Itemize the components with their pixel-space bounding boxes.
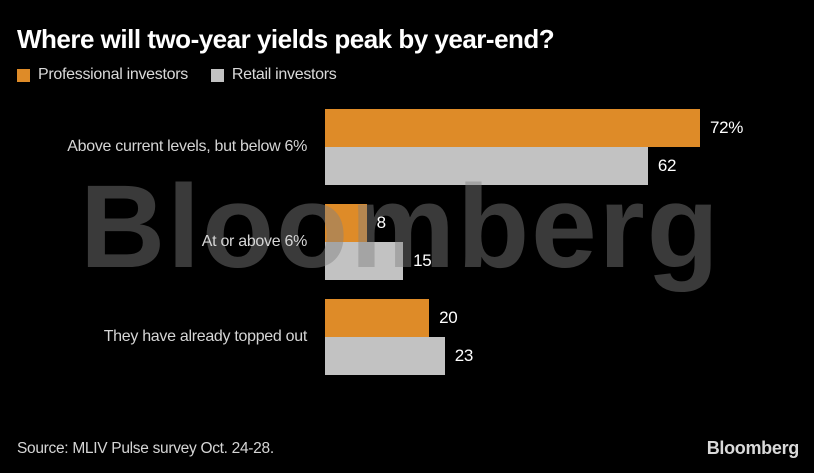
bar-group: They have already topped out 20 23 bbox=[0, 299, 814, 375]
bar-row: 15 bbox=[325, 242, 432, 280]
category-label: Above current levels, but below 6% bbox=[67, 138, 307, 155]
legend: Professional investors Retail investors bbox=[17, 66, 337, 84]
bar-pair: 20 23 bbox=[325, 299, 473, 375]
bar-retail-investors bbox=[325, 242, 404, 280]
bar-pair: 8 15 bbox=[325, 204, 432, 280]
value-label: 62 bbox=[657, 156, 677, 175]
category-label: They have already topped out bbox=[103, 328, 308, 345]
bar-row: 23 bbox=[325, 337, 473, 375]
bar-professional-investors bbox=[325, 204, 367, 242]
bar-row: 62 bbox=[325, 147, 743, 185]
bloomberg-logo: Bloomberg bbox=[706, 438, 800, 458]
chart-title: Where will two-year yields peak by year-… bbox=[17, 24, 555, 54]
category-label: At or above 6% bbox=[201, 233, 308, 250]
bar-retail-investors bbox=[325, 337, 445, 375]
legend-item-professional-investors: Professional investors bbox=[17, 66, 188, 84]
bar-group: At or above 6% 8 15 bbox=[0, 204, 814, 280]
value-label: 72% bbox=[710, 118, 744, 137]
bar-row: 20 bbox=[325, 299, 473, 337]
value-label: 20 bbox=[439, 308, 458, 327]
value-label: 23 bbox=[454, 346, 474, 365]
legend-swatch-gray bbox=[210, 68, 224, 82]
bar-row: 8 bbox=[325, 204, 431, 242]
legend-item-retail-investors: Retail investors bbox=[210, 66, 337, 84]
value-label: 8 bbox=[376, 213, 386, 232]
bar-pair: 72% 62 bbox=[325, 109, 743, 185]
legend-swatch-orange bbox=[17, 68, 30, 82]
legend-label-professional-investors: Professional investors bbox=[38, 66, 188, 83]
value-label: 15 bbox=[413, 251, 432, 270]
bar-professional-investors bbox=[325, 109, 700, 147]
legend-label-retail-investors: Retail investors bbox=[231, 66, 337, 83]
bar-row: 72% bbox=[325, 109, 743, 147]
source-note: Source: MLIV Pulse survey Oct. 24-28. bbox=[17, 440, 274, 457]
bar-retail-investors bbox=[325, 147, 648, 185]
bar-professional-investors bbox=[325, 299, 430, 337]
bar-group: Above current levels, but below 6% 72% 62 bbox=[0, 109, 814, 185]
